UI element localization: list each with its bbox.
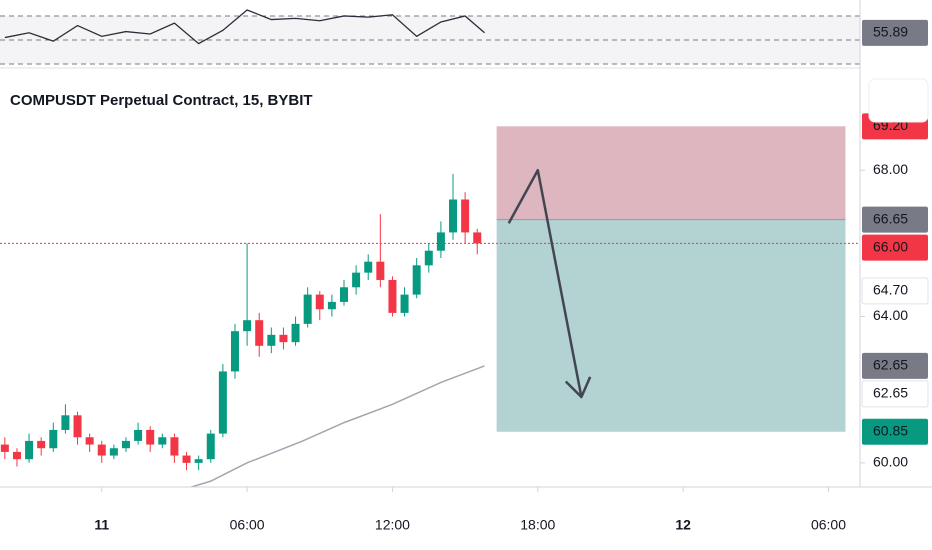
candle-body (461, 199, 470, 233)
x-tick-label: 06:00 (230, 517, 265, 533)
candle-body (49, 429, 58, 449)
x-tick-label: 11 (94, 517, 109, 533)
candle-body (146, 429, 155, 445)
candle-body (109, 448, 118, 456)
moving-average (188, 365, 485, 487)
candle-body (134, 429, 143, 441)
candle-body (315, 294, 324, 310)
candle-body (412, 265, 421, 295)
candle-body (303, 294, 312, 324)
rsi-tag (862, 19, 928, 46)
stop-zone (496, 126, 846, 220)
candle-body (388, 279, 397, 313)
x-tick-label: 18:00 (520, 517, 555, 533)
y-tick-label: 64.00 (873, 307, 908, 323)
candle-body (194, 459, 203, 463)
candle-body (436, 232, 445, 251)
y-tick-label: 68.00 (873, 161, 908, 177)
chart-title: COMPUSDT Perpetual Contract, 15, BYBIT (10, 92, 313, 109)
candle-body (0, 444, 9, 452)
candle-body (255, 320, 264, 346)
candle-body (267, 334, 276, 346)
candle-body (182, 455, 191, 463)
axis-widget (868, 78, 929, 123)
candle-body (61, 415, 70, 430)
x-tick-label: 12 (675, 517, 691, 533)
candle-body (243, 320, 252, 332)
price-tag-label: 60.85 (873, 422, 908, 438)
candle-body (230, 331, 239, 372)
candle-body (424, 250, 433, 266)
candle-body (12, 451, 21, 460)
candle-body (206, 433, 215, 460)
price-tag (861, 380, 929, 408)
candle-body (73, 415, 82, 438)
price-pane (0, 126, 860, 487)
candle-body (97, 444, 106, 456)
candle-body (352, 272, 361, 288)
rsi-band (0, 15, 860, 64)
candle-body (327, 301, 336, 310)
candle-body (37, 440, 46, 449)
price-tag-label: 62.65 (873, 385, 908, 401)
candle-body (291, 323, 300, 343)
candle-body (218, 371, 227, 434)
axes: 68.00 64.00 60.00 11 06:00 12:00 18:00 12 06:00 6… (94, 19, 929, 533)
price-tag-label: 66.00 (873, 238, 908, 254)
candle-body (473, 232, 482, 244)
arrow-head (564, 376, 592, 399)
candle-body (25, 440, 34, 460)
candle-body (449, 199, 458, 233)
rsi-tag-label: 55.89 (873, 24, 908, 40)
price-tag-label: 62.65 (873, 357, 908, 373)
price-tag (862, 352, 928, 379)
candle-body (121, 440, 130, 449)
price-tag (862, 206, 928, 233)
candle-body (340, 287, 348, 302)
rsi-line (4, 9, 485, 45)
price-tag (862, 234, 928, 261)
candle-body (279, 334, 288, 343)
arrow-line (507, 168, 583, 398)
candle-body (376, 261, 385, 280)
price-tag-label: 66.65 (873, 210, 908, 226)
price-tag (861, 277, 929, 305)
candle-body (400, 294, 409, 313)
x-tick-label: 06:00 (811, 517, 846, 533)
candle-body (170, 437, 179, 456)
candle-body (85, 437, 94, 445)
x-tick-label: 12:00 (375, 517, 410, 533)
target-zone (496, 219, 846, 432)
y-tick-label: 60.00 (873, 454, 908, 470)
price-tag (862, 418, 928, 445)
candle-body (364, 261, 373, 273)
price-tag-label: 64.70 (873, 282, 908, 298)
candle-body (158, 437, 167, 445)
rsi-pane (0, 9, 860, 65)
overlay (868, 78, 929, 123)
